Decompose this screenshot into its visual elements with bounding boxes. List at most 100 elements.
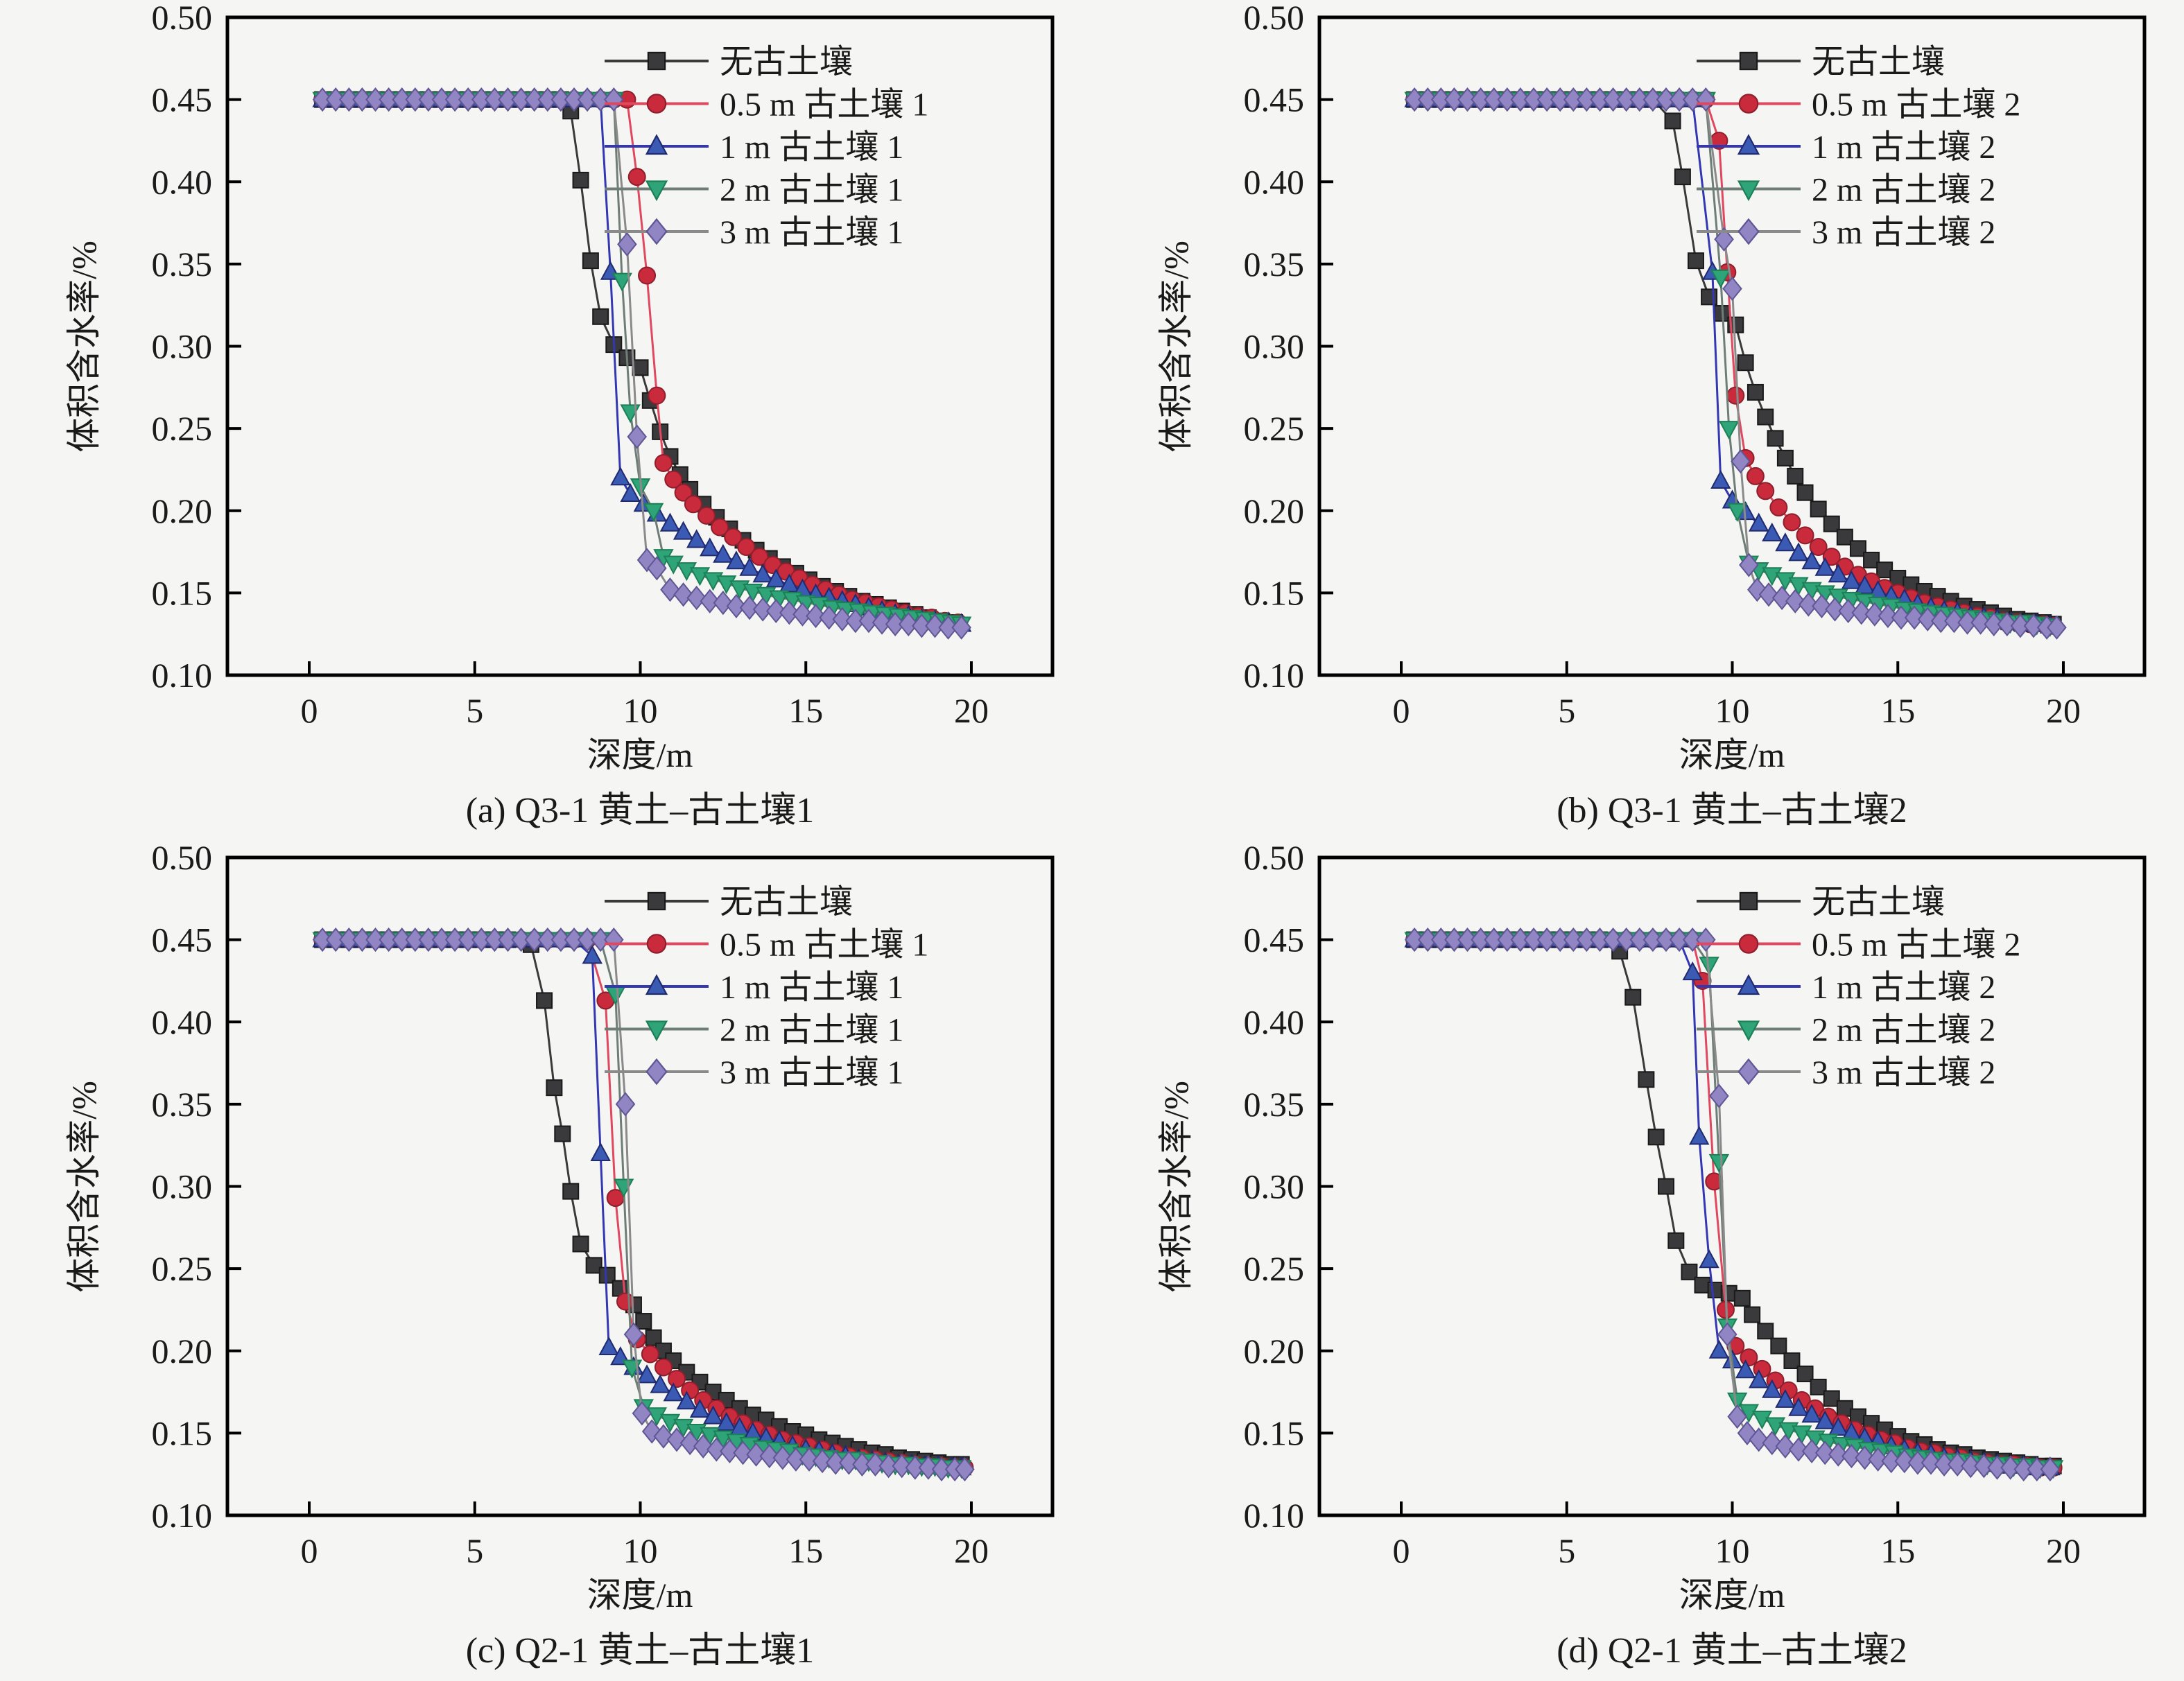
marker-diamond (1417, 927, 1438, 952)
marker-diamond (1563, 87, 1584, 112)
marker-triangle-up (779, 573, 800, 593)
y-tick-label: 0.25 (1244, 409, 1305, 448)
marker-square (1810, 1378, 1827, 1395)
marker-diamond (325, 87, 346, 112)
marker-triangle-up (590, 1142, 611, 1162)
marker-diamond (485, 927, 505, 952)
marker-diamond (2023, 613, 2044, 638)
marker-square (1796, 484, 1814, 501)
marker-diamond (1881, 1449, 1901, 1474)
marker-triangle-up (650, 1374, 670, 1393)
marker-diamond (1497, 927, 1518, 952)
x-tick-label: 5 (466, 1531, 483, 1570)
marker-diamond (485, 87, 505, 112)
marker-circle (616, 1292, 635, 1311)
marker-diamond (951, 615, 971, 640)
marker-circle (638, 266, 657, 285)
y-tick-label: 0.45 (1244, 80, 1305, 119)
marker-diamond (617, 232, 637, 256)
marker-diamond (925, 613, 945, 638)
marker-square (582, 252, 599, 270)
marker-circle (750, 548, 769, 566)
marker-triangle-down (1708, 1153, 1730, 1174)
marker-square (585, 1257, 603, 1274)
marker-diamond (1828, 1442, 1848, 1467)
marker-diamond (379, 927, 399, 952)
marker-square (1744, 1306, 1761, 1323)
marker-triangle-up (1841, 570, 1862, 589)
marker-square (645, 1329, 662, 1346)
series-purple (312, 927, 975, 1482)
legend-label: 无古土壤 (720, 44, 853, 80)
marker-diamond (1616, 927, 1636, 952)
marker-triangle-down (1792, 1425, 1812, 1445)
marker-diamond (1878, 604, 1898, 629)
y-tick-label: 0.35 (152, 1085, 213, 1124)
marker-triangle-down (1726, 503, 1748, 522)
marker-diamond (1590, 87, 1610, 112)
marker-diamond (832, 607, 853, 632)
legend-item: 2 m 古土壤 1 (605, 172, 903, 209)
x-axis-label: 深度/m (1679, 735, 1785, 774)
y-tick-label: 0.35 (1244, 1085, 1305, 1124)
marker-triangle-up (1689, 1126, 1710, 1145)
marker-diamond (1974, 1454, 1994, 1479)
marker-diamond (471, 927, 492, 952)
marker-square (1737, 354, 1754, 372)
marker-diamond (1404, 87, 1425, 112)
marker-diamond (1577, 927, 1597, 952)
marker-triangle-down (1726, 1392, 1748, 1412)
marker-triangle-up (1735, 1359, 1756, 1379)
panel-caption: (b) Q3-1 黄土–古土壤2 (1557, 791, 1907, 830)
marker-diamond (444, 927, 465, 952)
marker-diamond (912, 613, 932, 638)
marker-square (546, 1079, 563, 1097)
marker-diamond (577, 927, 598, 952)
marker-diamond (1841, 1444, 1862, 1469)
marker-diamond (1603, 927, 1623, 952)
marker-square (1747, 383, 1764, 401)
marker-diamond (792, 602, 813, 627)
marker-diamond (1629, 927, 1650, 952)
legend: 无古土壤 0.5 m 古土壤 1 1 m 古土壤 1 2 m 古土壤 1 3 m 古土壤… (605, 44, 928, 251)
marker-diamond (577, 87, 598, 112)
marker-diamond (1497, 87, 1518, 112)
marker-circle (1769, 498, 1788, 517)
legend-item: 无古土壤 (605, 884, 853, 921)
marker-diamond (673, 582, 693, 607)
marker-diamond (511, 927, 531, 952)
marker-square (1658, 1178, 1674, 1195)
legend-label: 0.5 m 古土壤 2 (1812, 927, 2020, 964)
marker-diamond (1577, 87, 1597, 112)
marker-diamond (1444, 927, 1464, 952)
marker-diamond (405, 927, 426, 952)
marker-diamond (1431, 87, 1451, 112)
legend-label: 1 m 古土壤 2 (1812, 969, 1995, 1006)
marker-triangle-down (645, 1020, 668, 1042)
marker-square (1667, 1232, 1685, 1249)
marker-diamond (1682, 87, 1703, 112)
marker-square (647, 51, 666, 71)
marker-diamond (352, 87, 372, 112)
marker-circle (668, 1370, 686, 1388)
y-tick-label: 0.15 (1244, 1413, 1305, 1452)
marker-square (1823, 1390, 1840, 1407)
marker-square (1624, 988, 1642, 1006)
marker-triangle-up (752, 564, 773, 583)
marker-square (1787, 467, 1804, 485)
marker-diamond (1801, 1438, 1822, 1464)
marker-diamond (1944, 609, 1964, 634)
marker-square (1776, 449, 1794, 467)
marker-diamond (1864, 602, 1885, 627)
legend-label: 无古土壤 (1812, 44, 1945, 80)
legend-label: 1 m 古土壤 1 (720, 129, 903, 166)
marker-triangle-down (1710, 269, 1731, 288)
marker-diamond (1590, 927, 1610, 952)
marker-triangle-down (1699, 957, 1719, 976)
marker-diamond (498, 927, 518, 952)
marker-diamond (2013, 1456, 2034, 1482)
legend: 无古土壤 0.5 m 古土壤 1 1 m 古土壤 1 2 m 古土壤 1 3 m 古土壤… (605, 884, 928, 1091)
marker-diamond (604, 87, 624, 112)
marker-diamond (524, 87, 544, 112)
legend: 无古土壤 0.5 m 古土壤 2 1 m 古土壤 2 2 m 古土壤 2 3 m 古土壤… (1697, 44, 2020, 251)
